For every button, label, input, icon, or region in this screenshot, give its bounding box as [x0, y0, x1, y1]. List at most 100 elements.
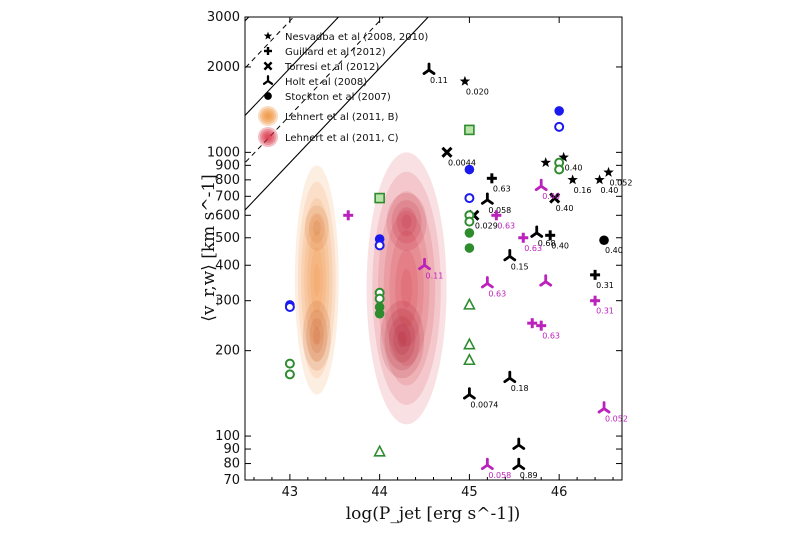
- tri-arm: [539, 184, 548, 192]
- data-point: [284, 369, 295, 380]
- data-point: 0.40: [599, 235, 623, 255]
- density-red-column: [366, 152, 447, 425]
- y-axis-label: ⟨v_r,w⟩ [km s^-1]: [199, 174, 219, 322]
- point-label: 0.058: [488, 471, 511, 480]
- data-point: 0.89: [512, 457, 538, 480]
- marker-dot: [264, 92, 272, 100]
- legend-blob: [258, 127, 278, 147]
- data-point: 0.31: [590, 269, 614, 290]
- y-tick-label: 800: [215, 173, 240, 188]
- legend-label: Holt et al (2008): [285, 77, 367, 88]
- x-axis-label: log(P_jet [erg s^-1]): [346, 504, 521, 524]
- density-red-column-level: [395, 249, 419, 328]
- legend-label: Stockton et al (2007): [285, 92, 391, 103]
- marker-tri: [539, 274, 553, 287]
- point-label: 0.020: [466, 87, 489, 96]
- legend-blob: [262, 110, 274, 122]
- plus-v: [266, 47, 270, 55]
- marker-dot: [464, 228, 475, 238]
- dot-shape: [599, 235, 609, 246]
- marker-plus: [590, 295, 601, 306]
- cross-b: [263, 61, 273, 71]
- triangle-shape: [463, 337, 476, 350]
- triangle-shape: [463, 353, 476, 366]
- data-point: 0.16: [567, 174, 591, 195]
- data-point: 0.18: [503, 370, 529, 393]
- ring-shape: [464, 216, 475, 227]
- density-red-core-level: [397, 331, 407, 348]
- density-red-upper-level: [396, 207, 417, 237]
- plus-v: [530, 318, 534, 329]
- marker-tri: [597, 401, 611, 414]
- y-tick-label: 100: [215, 429, 240, 444]
- data-point: 0.40: [558, 151, 582, 172]
- legend-item: Torresi et al (2012): [263, 61, 379, 73]
- legend-blob: [264, 133, 272, 141]
- plus-v: [593, 295, 597, 306]
- legend-label: Guillard et al (2012): [285, 47, 386, 58]
- marker-plus: [536, 320, 547, 331]
- density-orange-column-level: [304, 214, 330, 346]
- data-point: 0.058: [480, 457, 511, 480]
- point-label: 0.40: [601, 186, 619, 195]
- marker-ring: [464, 216, 475, 227]
- eta-line-solid: [245, 17, 429, 211]
- density-red-core: [380, 300, 425, 379]
- point-label: 0.40: [551, 241, 569, 250]
- point-label: 0.63: [524, 244, 542, 253]
- data-point: [284, 302, 295, 313]
- density-red-core-level: [384, 308, 420, 371]
- density-contours: [294, 152, 447, 425]
- eta-lines: [245, 17, 429, 211]
- data-point: 0.0044: [441, 146, 476, 167]
- cross-b: [549, 192, 561, 204]
- point-label: 0.63: [493, 184, 511, 193]
- density-red-upper-level: [391, 200, 422, 244]
- data-point: [464, 124, 475, 136]
- x-tick-label: 44: [371, 485, 388, 500]
- marker-plus: [590, 269, 601, 280]
- data-point: [464, 193, 475, 204]
- eta-line-solid: [245, 17, 340, 117]
- density-orange-core-level: [302, 300, 331, 371]
- y-tick-label: 700: [215, 189, 240, 204]
- square-shape: [464, 124, 475, 136]
- point-label: 0.31: [596, 307, 614, 316]
- data-point: [374, 240, 385, 251]
- marker-cross: [263, 61, 273, 71]
- marker-dot: [464, 164, 475, 175]
- dot-shape: [374, 302, 385, 312]
- marker-tri: [262, 75, 274, 85]
- marker-ring: [374, 293, 385, 304]
- data-point: [464, 228, 475, 238]
- data-point: 0.052: [597, 401, 628, 424]
- tri-arm: [535, 231, 544, 238]
- data-point: 0.40: [545, 230, 569, 250]
- data-point: 0.63: [491, 210, 515, 230]
- y-tick-label: 200: [215, 344, 240, 359]
- ring-shape: [284, 369, 295, 380]
- marker-ring: [284, 358, 295, 369]
- data-point: 0.052: [603, 166, 632, 187]
- data-point: 0.31: [590, 295, 614, 316]
- data-point: 0.020: [459, 75, 489, 96]
- data-point: 0.63: [480, 276, 506, 298]
- dot-shape: [464, 164, 475, 175]
- square-shape: [374, 192, 385, 204]
- point-label: 0.40: [605, 246, 623, 255]
- legend-item: Nesvadba et al (2008, 2010): [263, 31, 428, 43]
- marker-dot: [464, 243, 475, 253]
- marker-triangle: [463, 353, 476, 366]
- plus-v: [521, 232, 525, 243]
- density-red-upper-level: [386, 192, 427, 251]
- density-orange-column: [294, 165, 339, 395]
- marker-dot: [374, 302, 385, 312]
- density-red-column-level: [400, 268, 413, 308]
- legend-item: Lehnert et al (2011, B): [258, 106, 398, 126]
- tri-arm: [485, 282, 494, 289]
- point-label: 0.63: [488, 289, 506, 298]
- marker-triangle: [463, 337, 476, 350]
- marker-tri: [512, 437, 526, 450]
- density-orange-upper: [304, 205, 329, 251]
